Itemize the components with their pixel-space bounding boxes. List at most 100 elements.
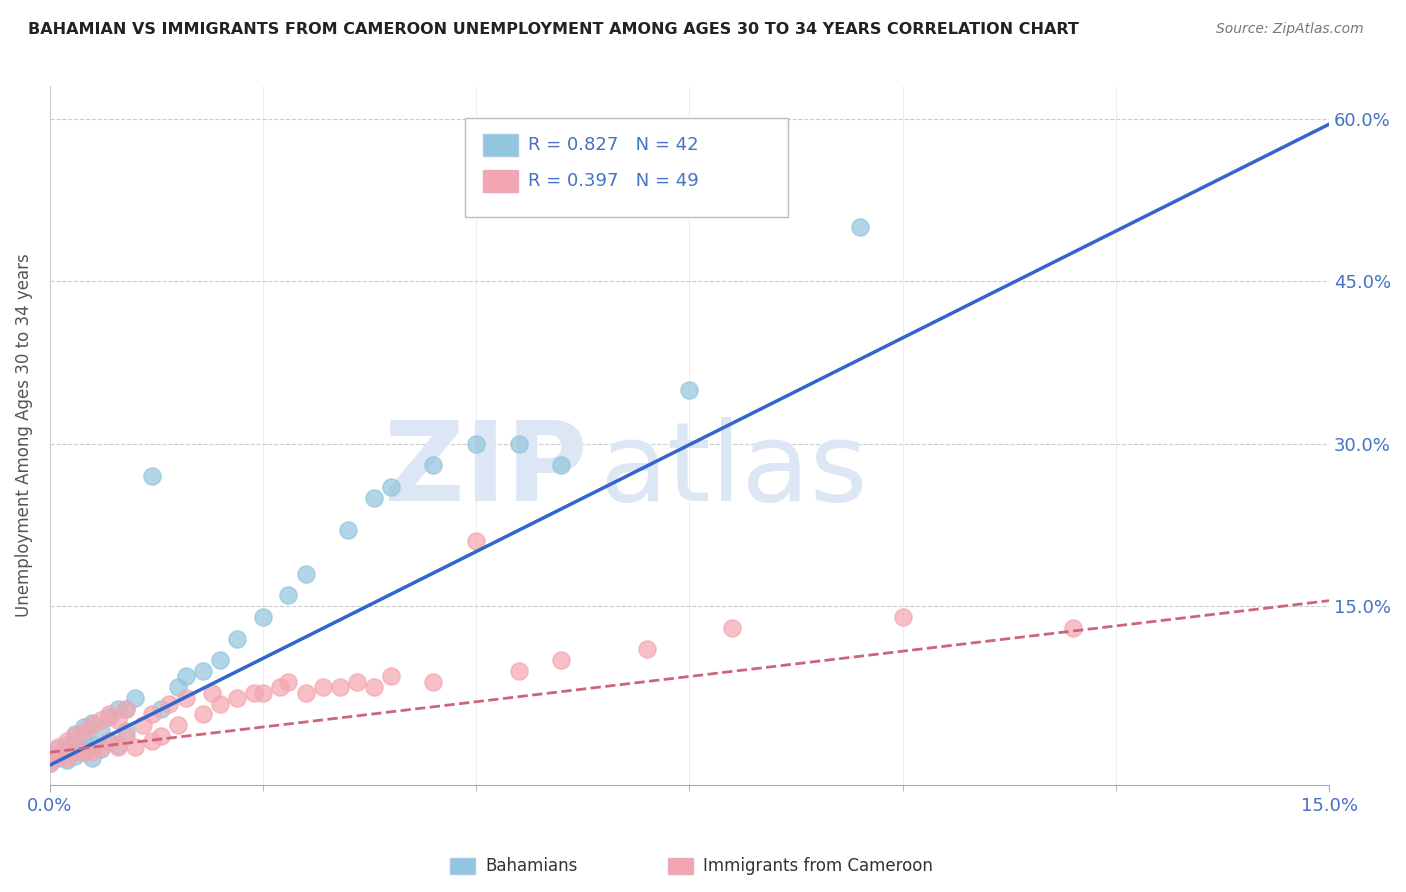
Point: [98, 734, 121, 748]
Point: [65, 734, 87, 748]
Point: [329, 681, 352, 695]
Point: [174, 691, 197, 706]
Point: [380, 480, 402, 494]
Point: [209, 697, 232, 711]
Point: [269, 681, 291, 695]
Point: [65, 727, 87, 741]
Point: [337, 524, 360, 538]
Text: ZIP: ZIP: [384, 417, 586, 524]
Point: [209, 653, 232, 667]
Point: [226, 632, 249, 646]
Point: [65, 748, 87, 763]
Point: [465, 436, 488, 450]
Point: [891, 610, 914, 624]
Point: [141, 469, 163, 483]
Point: [82, 738, 104, 752]
Point: [294, 686, 316, 700]
Point: [550, 653, 572, 667]
Point: [90, 742, 112, 756]
Point: [73, 745, 96, 759]
Point: [124, 691, 146, 706]
Point: [132, 718, 155, 732]
Point: [115, 723, 138, 738]
Point: [55, 734, 77, 748]
Point: [73, 745, 96, 759]
Point: [90, 739, 112, 754]
Y-axis label: Unemployment Among Ages 30 to 34 years: Unemployment Among Ages 30 to 34 years: [15, 253, 32, 617]
Text: atlas: atlas: [600, 417, 869, 524]
Point: [38, 756, 60, 770]
Point: [243, 686, 266, 700]
Point: [363, 681, 385, 695]
Point: [55, 750, 77, 764]
Point: [678, 383, 700, 397]
Point: [107, 739, 129, 754]
Point: [107, 713, 129, 727]
Point: [252, 686, 274, 700]
Point: [277, 588, 299, 602]
Text: R = 0.397   N = 49: R = 0.397 N = 49: [529, 172, 699, 190]
Point: [157, 697, 180, 711]
Point: [90, 723, 112, 738]
Point: [115, 702, 138, 716]
Point: [1062, 621, 1084, 635]
Point: [422, 674, 444, 689]
Point: [115, 702, 138, 716]
Point: [115, 729, 138, 743]
Point: [98, 709, 121, 723]
Point: [346, 674, 368, 689]
Point: [166, 718, 188, 732]
Point: [98, 707, 121, 722]
Text: Source: ZipAtlas.com: Source: ZipAtlas.com: [1216, 22, 1364, 37]
Point: [82, 716, 104, 731]
Point: [149, 702, 172, 716]
Point: [149, 729, 172, 743]
Point: [65, 745, 87, 759]
Point: [508, 664, 530, 678]
Point: [550, 458, 572, 473]
Point: [82, 750, 104, 764]
Point: [201, 686, 224, 700]
Point: [46, 739, 69, 754]
Point: [721, 621, 744, 635]
Point: [141, 707, 163, 722]
Point: [124, 739, 146, 754]
Text: BAHAMIAN VS IMMIGRANTS FROM CAMEROON UNEMPLOYMENT AMONG AGES 30 TO 34 YEARS CORR: BAHAMIAN VS IMMIGRANTS FROM CAMEROON UNE…: [28, 22, 1078, 37]
Point: [311, 681, 333, 695]
Point: [55, 753, 77, 767]
Point: [82, 745, 104, 759]
Point: [141, 734, 163, 748]
Point: [252, 610, 274, 624]
Point: [46, 750, 69, 764]
Point: [38, 756, 60, 770]
Point: [380, 669, 402, 683]
Point: [226, 691, 249, 706]
Point: [465, 534, 488, 549]
Text: Immigrants from Cameroon: Immigrants from Cameroon: [703, 857, 932, 875]
Point: [193, 664, 215, 678]
Point: [55, 738, 77, 752]
Point: [82, 718, 104, 732]
Point: [174, 669, 197, 683]
Point: [294, 566, 316, 581]
Point: [277, 674, 299, 689]
Point: [107, 702, 129, 716]
Point: [636, 642, 658, 657]
Text: Bahamians: Bahamians: [485, 857, 578, 875]
Point: [849, 220, 872, 235]
Point: [193, 707, 215, 722]
Point: [73, 720, 96, 734]
Point: [46, 742, 69, 756]
Point: [98, 734, 121, 748]
Point: [90, 713, 112, 727]
Point: [508, 436, 530, 450]
Point: [73, 723, 96, 738]
Point: [422, 458, 444, 473]
Point: [363, 491, 385, 505]
Point: [166, 681, 188, 695]
Point: [107, 738, 129, 752]
Point: [46, 748, 69, 763]
Point: [73, 731, 96, 746]
Text: R = 0.827   N = 42: R = 0.827 N = 42: [529, 136, 699, 154]
Point: [65, 729, 87, 743]
